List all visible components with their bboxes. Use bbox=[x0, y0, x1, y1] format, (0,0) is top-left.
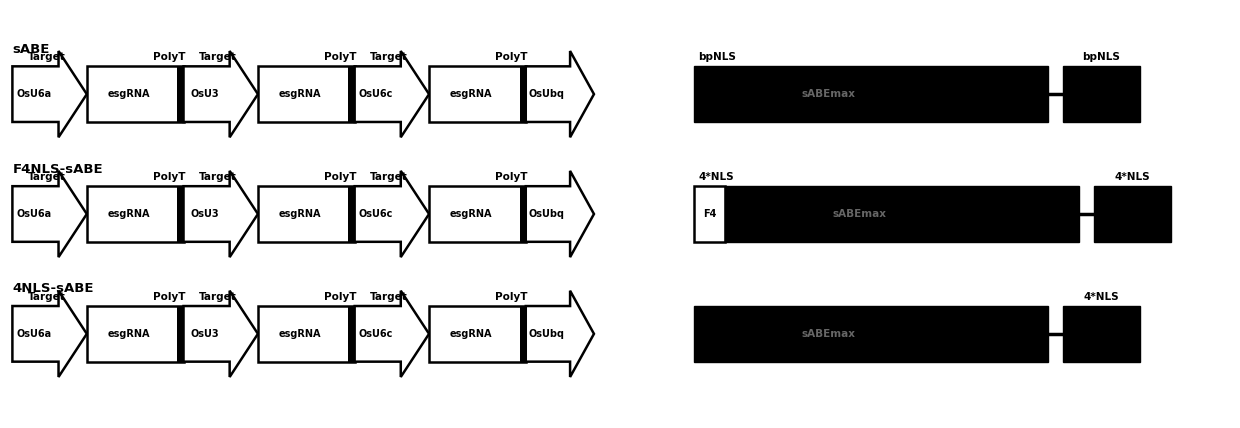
Bar bbox=[87, 186, 184, 242]
Bar bbox=[348, 186, 355, 242]
Polygon shape bbox=[526, 291, 594, 377]
Bar bbox=[1063, 306, 1140, 362]
Text: OsU6a: OsU6a bbox=[16, 89, 51, 99]
Bar bbox=[725, 186, 1079, 242]
Text: OsU6a: OsU6a bbox=[16, 209, 51, 219]
Text: OsU3: OsU3 bbox=[191, 329, 219, 339]
Text: F4: F4 bbox=[703, 209, 717, 219]
Bar bbox=[258, 66, 355, 122]
Polygon shape bbox=[184, 291, 258, 377]
Bar bbox=[694, 186, 725, 242]
Polygon shape bbox=[526, 171, 594, 257]
Bar bbox=[177, 306, 184, 362]
Text: PolyT: PolyT bbox=[153, 52, 185, 62]
Bar bbox=[1063, 66, 1140, 122]
Bar bbox=[429, 306, 526, 362]
Polygon shape bbox=[355, 51, 429, 137]
Bar bbox=[87, 306, 184, 362]
Polygon shape bbox=[526, 51, 594, 137]
Text: PolyT: PolyT bbox=[495, 52, 527, 62]
Polygon shape bbox=[184, 51, 258, 137]
Text: OsU6c: OsU6c bbox=[358, 329, 393, 339]
Bar bbox=[520, 306, 526, 362]
Text: 4*NLS: 4*NLS bbox=[1115, 172, 1149, 182]
Text: esgRNA: esgRNA bbox=[278, 209, 321, 219]
Text: Target: Target bbox=[27, 172, 66, 182]
Text: OsUbq: OsUbq bbox=[528, 209, 564, 219]
Polygon shape bbox=[355, 171, 429, 257]
Text: PolyT: PolyT bbox=[324, 52, 356, 62]
Text: OsU3: OsU3 bbox=[191, 89, 219, 99]
Text: PolyT: PolyT bbox=[495, 292, 527, 302]
Text: OsU6a: OsU6a bbox=[16, 329, 51, 339]
Text: esgRNA: esgRNA bbox=[107, 89, 150, 99]
Bar bbox=[258, 186, 355, 242]
Text: esgRNA: esgRNA bbox=[449, 89, 492, 99]
Text: sABEmax: sABEmax bbox=[802, 329, 856, 339]
Text: esgRNA: esgRNA bbox=[278, 89, 321, 99]
Polygon shape bbox=[12, 171, 87, 257]
Text: sABE: sABE bbox=[12, 43, 50, 56]
Text: esgRNA: esgRNA bbox=[107, 329, 150, 339]
Text: Target: Target bbox=[27, 292, 66, 302]
Bar bbox=[87, 66, 184, 122]
Text: esgRNA: esgRNA bbox=[107, 209, 150, 219]
Text: OsUbq: OsUbq bbox=[528, 89, 564, 99]
Bar bbox=[520, 186, 526, 242]
Bar bbox=[177, 186, 184, 242]
Text: PolyT: PolyT bbox=[153, 292, 185, 302]
Polygon shape bbox=[12, 51, 87, 137]
Bar bbox=[694, 306, 1048, 362]
Text: PolyT: PolyT bbox=[495, 172, 527, 182]
Text: sABEmax: sABEmax bbox=[833, 209, 887, 219]
Text: bpNLS: bpNLS bbox=[698, 52, 735, 62]
Polygon shape bbox=[184, 171, 258, 257]
Text: bpNLS: bpNLS bbox=[1083, 52, 1120, 62]
Text: Target: Target bbox=[198, 292, 237, 302]
Text: esgRNA: esgRNA bbox=[449, 329, 492, 339]
Text: OsU6c: OsU6c bbox=[358, 89, 393, 99]
Text: PolyT: PolyT bbox=[153, 172, 185, 182]
Text: OsU6c: OsU6c bbox=[358, 209, 393, 219]
Bar bbox=[258, 306, 355, 362]
Text: 4*NLS: 4*NLS bbox=[699, 172, 734, 182]
Text: OsUbq: OsUbq bbox=[528, 329, 564, 339]
Text: esgRNA: esgRNA bbox=[278, 329, 321, 339]
Text: esgRNA: esgRNA bbox=[449, 209, 492, 219]
Text: Target: Target bbox=[370, 52, 408, 62]
Text: OsU3: OsU3 bbox=[191, 209, 219, 219]
Text: PolyT: PolyT bbox=[324, 172, 356, 182]
Text: Target: Target bbox=[370, 172, 408, 182]
Bar bbox=[177, 66, 184, 122]
Bar bbox=[348, 306, 355, 362]
Text: 4*NLS: 4*NLS bbox=[1084, 292, 1118, 302]
Bar bbox=[1094, 186, 1171, 242]
Text: 4NLS-sABE: 4NLS-sABE bbox=[12, 282, 94, 295]
Bar bbox=[348, 66, 355, 122]
Text: sABEmax: sABEmax bbox=[802, 89, 856, 99]
Bar bbox=[694, 66, 1048, 122]
Text: Target: Target bbox=[198, 52, 237, 62]
Polygon shape bbox=[355, 291, 429, 377]
Polygon shape bbox=[12, 291, 87, 377]
Text: PolyT: PolyT bbox=[324, 292, 356, 302]
Text: Target: Target bbox=[370, 292, 408, 302]
Bar bbox=[429, 186, 526, 242]
Text: F4NLS-sABE: F4NLS-sABE bbox=[12, 163, 103, 175]
Bar bbox=[520, 66, 526, 122]
Text: Target: Target bbox=[198, 172, 237, 182]
Bar bbox=[429, 66, 526, 122]
Text: Target: Target bbox=[27, 52, 66, 62]
